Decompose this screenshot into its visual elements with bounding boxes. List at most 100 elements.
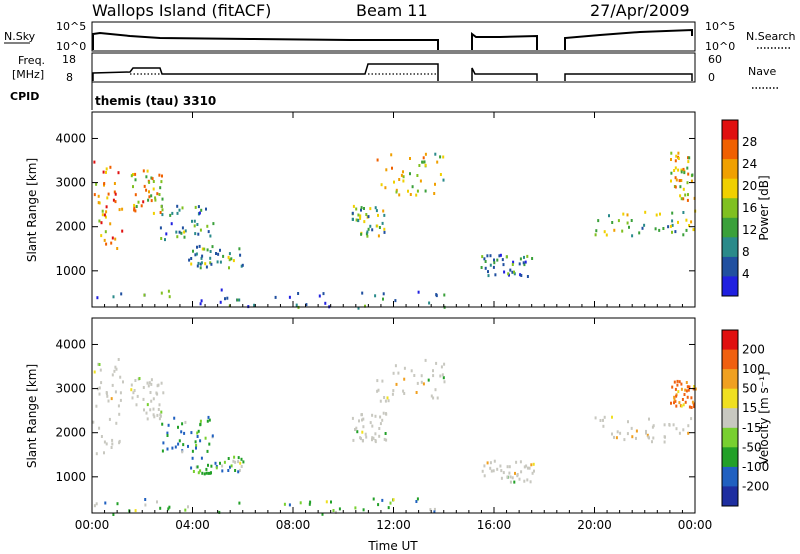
scatter-cell (674, 387, 677, 391)
scatter-cell (142, 386, 145, 389)
scatter-cell (173, 416, 176, 420)
scatter-cell (104, 230, 107, 234)
scatter-cell (104, 215, 107, 219)
scatter-cell (372, 436, 375, 440)
cpid-value: themis (tau) 3310 (95, 94, 216, 108)
scatter-cell (680, 197, 683, 201)
colorbar-tick-label: -100 (742, 460, 769, 474)
scatter-cell (119, 391, 122, 395)
scatter-cell (365, 213, 368, 216)
scatter-cell (682, 403, 685, 407)
scatter-cell (130, 388, 133, 392)
scatter-cell (152, 413, 155, 417)
scatter-cell (395, 190, 398, 194)
scatter-cell (682, 233, 685, 237)
scatter-cell (420, 374, 423, 378)
scatter-cell (357, 213, 360, 217)
scatter-cell (227, 469, 230, 472)
scatter-cell (180, 231, 183, 235)
scatter-cell (489, 466, 492, 470)
scatter-cell (678, 431, 681, 435)
scatter-cell (611, 415, 613, 419)
scatter-cell (403, 366, 406, 370)
scatter-cell (673, 401, 675, 405)
scatter-cell (101, 209, 104, 213)
scatter-cell (356, 430, 359, 434)
scatter-cell (680, 179, 683, 182)
scatter-cell (195, 252, 198, 256)
colorbar-tick-label: 8 (742, 245, 750, 259)
scatter-cell (605, 233, 608, 237)
scatter-cell (418, 164, 421, 167)
scatter-cell (159, 226, 162, 230)
scatter-cell (381, 418, 384, 422)
scatter-cell (145, 411, 148, 415)
scatter-cell (385, 412, 388, 416)
scatter-cell (525, 464, 528, 468)
scatter-cell (206, 248, 209, 252)
ytick-label: 2000 (55, 220, 86, 234)
scatter-cell (208, 442, 211, 446)
scatter-cell (354, 506, 357, 510)
scatter-cell (110, 241, 113, 245)
velocity-panel: 1000 2000 3000 4000 00:00 04:00 08:00 12:00 16:0… (25, 317, 712, 553)
scatter-cell (367, 227, 370, 231)
scatter-cell (435, 361, 438, 365)
scatter-cell (392, 498, 395, 502)
colorbar-tick-label: 100 (742, 362, 765, 376)
scatter-cell (675, 178, 678, 182)
scatter-cell (108, 417, 111, 421)
scatter-cell (325, 500, 328, 504)
scatter-cell (152, 180, 155, 183)
scatter-cell (623, 438, 626, 442)
scatter-cell (434, 182, 436, 186)
scatter-cell (200, 256, 203, 260)
scatter-cell (105, 170, 107, 174)
scatter-cell (168, 505, 171, 509)
scatter-cell (682, 187, 685, 191)
scatter-cell (674, 399, 677, 403)
ytick-label: 3000 (55, 176, 86, 190)
scatter-cell (162, 391, 165, 395)
scatter-cell (619, 431, 622, 435)
scatter-cell (683, 171, 686, 175)
scatter-cell (481, 255, 484, 259)
colorbar-segment (722, 447, 738, 468)
scatter-cell (506, 465, 509, 469)
scatter-cell (211, 245, 214, 249)
scatter-cell (154, 198, 157, 202)
scatter-cell (177, 442, 180, 446)
scatter-cell (377, 213, 379, 217)
scatter-cell (675, 154, 678, 158)
scatter-cell (355, 426, 358, 430)
scatter-cell (117, 358, 120, 361)
scatter-cell (508, 465, 511, 469)
scatter-cell (134, 509, 137, 513)
scatter-cell (240, 465, 243, 468)
scatter-cell (158, 173, 161, 177)
scatter-cell (677, 151, 680, 155)
scatter-cell (531, 471, 534, 475)
scatter-cell (511, 270, 514, 274)
scatter-cell (239, 253, 242, 257)
ytick-label: 3000 (55, 382, 86, 396)
scatter-cell (688, 385, 691, 389)
scatter-cell (397, 371, 400, 375)
power-panel: 1000 2000 3000 4000 Slant Range [km] (25, 111, 697, 310)
scatter-cell (498, 254, 501, 258)
scatter-cell (443, 380, 446, 384)
scatter-cell (376, 379, 379, 383)
scatter-cell (334, 510, 337, 514)
scatter-cell (95, 182, 98, 186)
colorbar-segment (722, 120, 738, 141)
scatter-cell (500, 476, 503, 480)
scatter-cell (603, 415, 606, 419)
scatter-cell (118, 412, 121, 416)
scatter-cell (178, 230, 181, 234)
scatter-cell (613, 228, 616, 232)
scatter-cell (645, 429, 647, 433)
scatter-cell (354, 428, 356, 431)
scatter-cell (237, 460, 240, 464)
scatter-cell (161, 449, 164, 453)
